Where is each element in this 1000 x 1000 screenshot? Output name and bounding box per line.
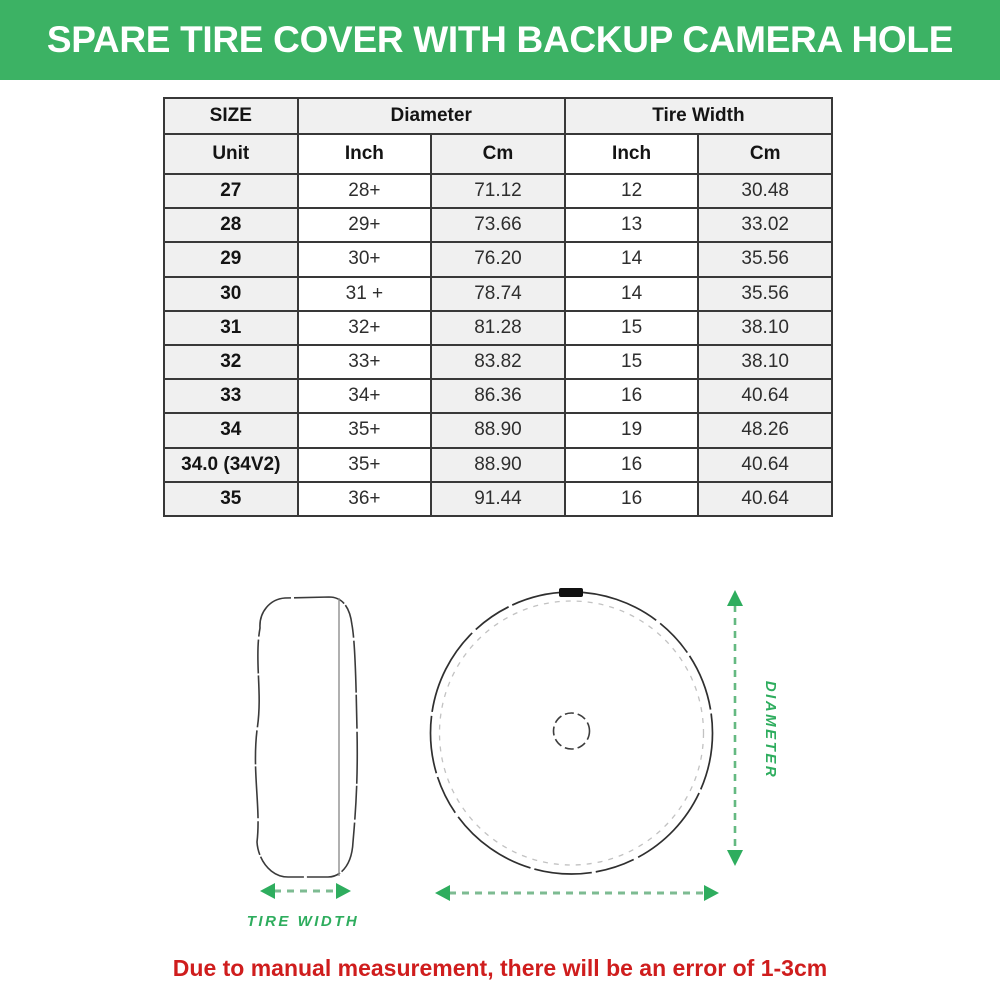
- value-cell: 16: [563, 446, 700, 483]
- value-cell: 38.10: [697, 343, 833, 381]
- value-cell: 86.36: [430, 378, 566, 415]
- value-cell: 76.20: [430, 241, 566, 278]
- tire-width-arrowhead-right-icon: [336, 883, 351, 899]
- diameter-v-arrowhead-top-icon: [727, 590, 743, 606]
- tire-width-arrowhead-left-icon: [260, 883, 275, 899]
- table-header-row-units: Unit Inch Cm Inch Cm: [163, 133, 833, 175]
- header-width-inch: Inch: [563, 133, 700, 175]
- value-cell: 16: [563, 378, 700, 415]
- tire-width-arrow: [260, 883, 351, 899]
- tire-width-label: TIRE WIDTH: [247, 913, 360, 930]
- value-cell: 83.82: [430, 343, 566, 381]
- diameter-h-arrowhead-right-icon: [704, 885, 719, 901]
- cover-top-tab: [559, 588, 583, 597]
- tire-front-view: [429, 588, 714, 875]
- value-cell: 34+: [296, 378, 433, 415]
- table-header-row-groups: SIZE Diameter Tire Width: [163, 97, 834, 135]
- value-cell: 29+: [296, 207, 433, 244]
- tire-side-view: [254, 596, 359, 878]
- diameter-h-arrowhead-left-icon: [435, 885, 450, 901]
- measurement-error-note: Due to manual measurement, there will be…: [172, 955, 828, 981]
- size-cell: 32: [163, 343, 299, 381]
- value-cell: 88.90: [430, 412, 566, 449]
- value-cell: 31 +: [296, 275, 433, 312]
- table-row: 30 31 +78.74 14 35.56: [163, 275, 833, 312]
- value-cell: 35.56: [697, 241, 833, 278]
- value-cell: 71.12: [430, 172, 566, 210]
- size-cell: 29: [163, 241, 299, 278]
- size-table-wrap: SIZE Diameter Tire Width Unit Inch Cm In…: [163, 97, 834, 517]
- size-cell: 35: [163, 480, 299, 517]
- value-cell: 40.64: [697, 480, 833, 517]
- value-cell: 48.26: [697, 412, 833, 449]
- value-cell: 78.74: [430, 275, 566, 312]
- diameter-label: DIAMETER: [762, 681, 779, 779]
- header-diameter: Diameter: [296, 97, 566, 135]
- size-cell: 31: [163, 309, 299, 346]
- table-row: 34.0 (34V2) 35+ 88.90 16 40.64: [163, 446, 833, 483]
- value-cell: 14: [563, 275, 700, 312]
- value-cell: 38.10: [697, 309, 833, 346]
- cover-outer-circle: [429, 591, 714, 875]
- value-cell: 33.02: [697, 207, 833, 244]
- value-cell: 81.28: [430, 309, 566, 346]
- value-cell: 33+: [296, 343, 433, 381]
- diameter-vertical-arrow: [727, 590, 743, 866]
- table-row: 34 35+ 88.90 19 48.26: [163, 412, 833, 449]
- value-cell: 15: [563, 343, 700, 381]
- value-cell: 28+: [296, 172, 433, 210]
- size-cell: 34.0 (34V2): [163, 446, 299, 483]
- table-row: 32 33+ 83.82 15 38.10: [163, 343, 833, 381]
- table-row: 29 30+ 76.20 14 35.56: [163, 241, 833, 278]
- title-banner: SPARE TIRE COVER WITH BACKUP CAMERA HOLE: [0, 0, 1000, 80]
- table-row: 27 28+ 71.12 12 30.48: [163, 172, 833, 210]
- value-cell: 30.48: [697, 172, 833, 210]
- value-cell: 36+: [296, 480, 433, 517]
- size-cell: 28: [163, 207, 299, 244]
- value-cell: 40.64: [697, 378, 833, 415]
- header-size: SIZE: [163, 97, 299, 135]
- tire-diagram: TIRE WIDTH DIAMETER: [247, 588, 779, 930]
- header-width-cm: Cm: [697, 133, 833, 175]
- header-diameter-inch: Inch: [296, 133, 433, 175]
- backup-camera-hole: [552, 712, 591, 750]
- diameter-v-arrowhead-bottom-icon: [727, 850, 743, 866]
- value-cell: 19: [563, 412, 700, 449]
- value-cell: 35+: [296, 412, 433, 449]
- size-cell: 34: [163, 412, 299, 449]
- value-cell: 35.56: [697, 275, 833, 312]
- size-cell: 27: [163, 172, 299, 210]
- value-cell: 30+: [296, 241, 433, 278]
- value-cell: 14: [563, 241, 700, 278]
- table-row: 28 29+ 73.66 13 33.02: [163, 207, 833, 244]
- size-cell: 33: [163, 378, 299, 415]
- value-cell: 15: [563, 309, 700, 346]
- header-unit: Unit: [163, 133, 299, 175]
- table-row: 31 32+ 81.28 15 38.10: [163, 309, 833, 346]
- value-cell: 16: [563, 480, 700, 517]
- size-table: SIZE Diameter Tire Width Unit Inch Cm In…: [163, 97, 834, 517]
- page-title: SPARE TIRE COVER WITH BACKUP CAMERA HOLE: [46, 19, 954, 60]
- header-tire-width: Tire Width: [563, 97, 834, 135]
- value-cell: 91.44: [430, 480, 566, 517]
- diameter-horizontal-arrow: [435, 885, 719, 901]
- table-row: 33 34+ 86.36 16 40.64: [163, 378, 833, 415]
- value-cell: 40.64: [697, 446, 833, 483]
- size-cell: 30: [163, 275, 299, 312]
- value-cell: 32+: [296, 309, 433, 346]
- size-table-head: SIZE Diameter Tire Width Unit Inch Cm In…: [163, 97, 834, 175]
- header-diameter-cm: Cm: [430, 133, 566, 175]
- value-cell: 88.90: [430, 446, 566, 483]
- value-cell: 73.66: [430, 207, 566, 244]
- value-cell: 13: [563, 207, 700, 244]
- value-cell: 12: [563, 172, 700, 210]
- cover-inner-stitch-circle: [438, 600, 705, 866]
- table-row: 35 36+ 91.44 16 40.64: [163, 480, 833, 517]
- size-table-body: 27 28+ 71.12 12 30.48 28 29+ 73.66 13 33.02 29 30+ 7…: [163, 172, 833, 517]
- tire-side-outline: [254, 596, 359, 878]
- value-cell: 35+: [296, 446, 433, 483]
